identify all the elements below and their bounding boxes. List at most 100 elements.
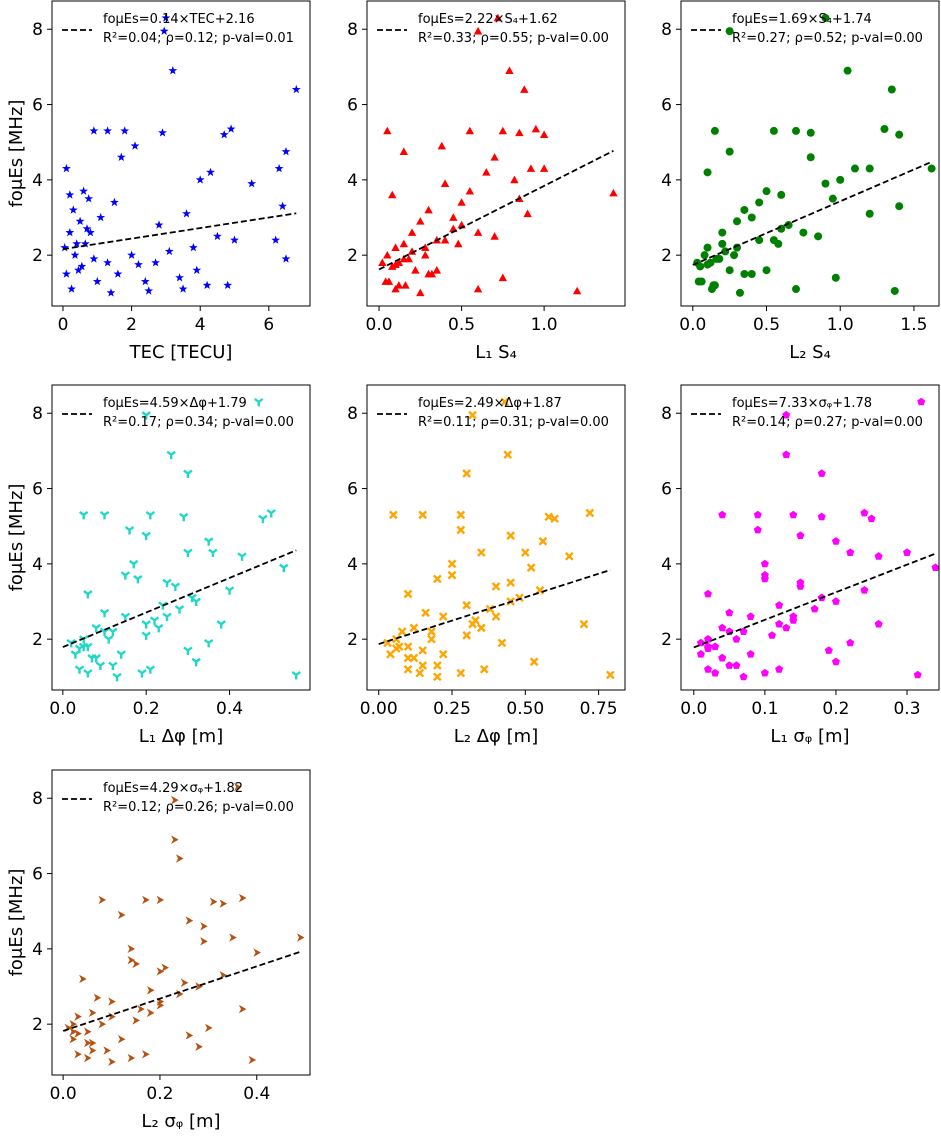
data-point [203, 537, 214, 546]
data-point [388, 190, 397, 199]
data-point [108, 627, 118, 637]
data-point [433, 672, 442, 682]
x-axis-label: L₁ S₄ [475, 342, 517, 363]
data-point [704, 635, 712, 643]
data-point [732, 661, 741, 669]
data-point [82, 224, 92, 233]
axes-frame [51, 0, 311, 307]
data-point [440, 235, 450, 244]
data-point [447, 570, 457, 580]
data-point [383, 250, 392, 259]
data-point [895, 202, 904, 211]
y-tick-label: 6 [347, 480, 358, 500]
y-tick-label: 8 [347, 20, 358, 40]
x-tick-label: 0.0 [366, 315, 393, 335]
data-point [447, 559, 457, 569]
y-axis-label: foμEs [MHz] [6, 869, 27, 977]
data-point [183, 548, 193, 558]
data-point [539, 164, 549, 172]
data-point [153, 623, 164, 633]
data-point [456, 510, 466, 520]
data-point [747, 213, 756, 222]
data-point [116, 650, 126, 659]
data-point [378, 258, 387, 267]
legend-stats: R²=0.11; ρ=0.31; p-val=0.00 [418, 415, 609, 430]
y-tick-label: 4 [661, 171, 672, 191]
data-point [88, 1038, 97, 1048]
data-point [141, 531, 151, 541]
data-point [74, 1029, 82, 1038]
data-point [491, 582, 501, 591]
data-point [913, 670, 922, 679]
data-point [191, 657, 201, 667]
data-point [106, 288, 116, 297]
data-point [409, 623, 419, 633]
data-point [192, 265, 202, 274]
data-point [777, 190, 786, 199]
data-point [490, 232, 499, 240]
data-point [403, 664, 413, 674]
data-point [506, 578, 516, 588]
data-point [132, 1016, 140, 1025]
data-point [182, 209, 191, 218]
data-point [828, 194, 837, 203]
y-tick-label: 4 [347, 171, 358, 191]
data-point [520, 85, 529, 93]
legend: foμEs=7.33×σᵩ+1.78 R²=0.14; ρ=0.27; p-val… [691, 396, 923, 430]
data-point [384, 277, 394, 285]
data-point [529, 657, 539, 667]
data-point [78, 510, 89, 520]
data-point [195, 982, 203, 991]
data-point [456, 525, 466, 535]
data-point [103, 1046, 111, 1055]
scatter-series [383, 397, 615, 682]
data-point [817, 512, 826, 521]
data-point [183, 646, 193, 655]
data-point [735, 288, 744, 297]
y-tick-label: 4 [347, 555, 358, 575]
data-point [93, 993, 102, 1003]
data-point [850, 164, 859, 173]
x-tick-label: 6 [263, 315, 274, 335]
data-point [605, 670, 615, 680]
data-point [180, 978, 189, 987]
x-tick-label: 0.0 [50, 1084, 77, 1104]
scatter-series [378, 13, 618, 297]
data-point [204, 1023, 213, 1033]
data-point [609, 188, 618, 197]
data-point [399, 147, 409, 155]
data-point [440, 179, 450, 187]
data-point [149, 616, 160, 625]
data-point [185, 916, 194, 925]
subplot-6: 0.0 0.1 0.2 0.3 2 4 6 8 L₁ σᵩ [m] foμEs=7.33×σᵩ+1… [661, 384, 940, 747]
y-axis-label: foμEs [MHz] [6, 100, 27, 208]
data-point [700, 251, 709, 260]
y-tick-label: 6 [32, 480, 43, 500]
data-point [740, 205, 749, 214]
data-point [421, 243, 430, 251]
data-point [69, 1019, 78, 1029]
data-point [142, 895, 150, 905]
data-point [709, 281, 718, 290]
data-point [127, 955, 136, 965]
data-point [732, 635, 741, 643]
y-tick-label: 8 [347, 404, 358, 424]
axes-frame [366, 0, 626, 307]
data-point [279, 563, 289, 573]
data-point [843, 66, 852, 75]
scatter-series [696, 397, 940, 681]
data-point [416, 288, 425, 297]
data-point [473, 284, 483, 293]
data-point [427, 627, 436, 636]
data-point [718, 653, 727, 662]
data-point [175, 854, 184, 863]
data-point [191, 597, 201, 607]
data-point [219, 899, 228, 908]
data-point [520, 548, 530, 557]
data-point [95, 661, 106, 671]
data-point [68, 205, 78, 214]
data-point [782, 623, 791, 632]
data-point [867, 514, 876, 523]
data-point [418, 661, 428, 670]
data-point [132, 959, 140, 969]
